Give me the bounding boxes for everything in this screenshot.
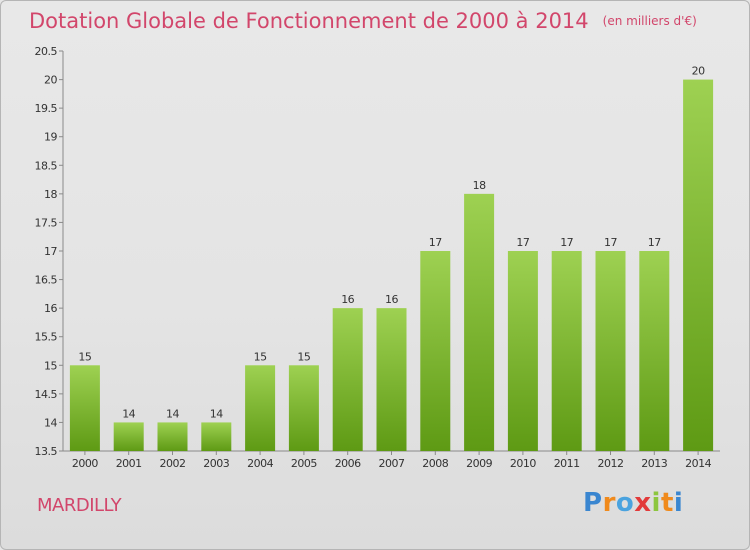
- bar-2008: [420, 251, 451, 451]
- bar-2006: [332, 308, 363, 451]
- x-tick-label: 2014: [685, 457, 711, 470]
- bar-2013: [639, 251, 670, 451]
- y-tick-label: 17: [44, 245, 57, 258]
- bar-value-label: 15: [254, 350, 267, 363]
- x-tick-label: 2002: [160, 457, 186, 470]
- chart-title-text: Dotation Globale de Fonctionnement de 20…: [29, 9, 589, 33]
- bar-2003: [201, 422, 232, 451]
- bar-value-label: 17: [604, 236, 617, 249]
- x-tick-label: 2007: [379, 457, 405, 470]
- bar-value-label: 16: [385, 293, 398, 306]
- x-tick-label: 2004: [247, 457, 273, 470]
- bar-2012: [595, 251, 626, 451]
- y-tick-label: 20.5: [35, 45, 58, 58]
- bar-2010: [507, 251, 538, 451]
- x-tick-label: 2011: [554, 457, 580, 470]
- y-tick-label: 19: [44, 131, 57, 144]
- x-tick-label: 2012: [598, 457, 624, 470]
- y-tick-label: 14: [44, 416, 57, 429]
- y-tick-label: 14.5: [35, 388, 58, 401]
- bar-2001: [113, 422, 144, 451]
- bar-2009: [464, 193, 495, 451]
- bar-2002: [157, 422, 188, 451]
- x-tick-label: 2000: [72, 457, 98, 470]
- bar-value-label: 17: [648, 236, 661, 249]
- bar-value-label: 14: [166, 407, 179, 420]
- bar-value-label: 20: [692, 65, 705, 78]
- bar-value-label: 17: [429, 236, 442, 249]
- bar-2011: [551, 251, 582, 451]
- x-tick-label: 2005: [291, 457, 317, 470]
- bar-value-label: 17: [516, 236, 529, 249]
- bar-value-label: 15: [297, 350, 310, 363]
- x-tick-label: 2008: [422, 457, 448, 470]
- y-tick-label: 19.5: [35, 102, 58, 115]
- bar-2007: [376, 308, 407, 451]
- x-tick-label: 2013: [641, 457, 667, 470]
- y-tick-label: 15.5: [35, 331, 58, 344]
- commune-name: MARDILLY: [37, 495, 122, 516]
- y-tick-label: 17.5: [35, 216, 58, 229]
- y-tick-label: 16.5: [35, 274, 58, 287]
- y-tick-label: 18.5: [35, 159, 58, 172]
- proxiti-logo: Proxiti: [583, 488, 684, 518]
- y-tick-label: 16: [44, 302, 57, 315]
- x-tick-label: 2001: [116, 457, 142, 470]
- bar-value-label: 14: [210, 407, 223, 420]
- bar-value-label: 18: [473, 179, 486, 192]
- y-tick-label: 15: [44, 359, 57, 372]
- y-tick-label: 13.5: [35, 445, 58, 458]
- bar-2005: [288, 365, 319, 451]
- x-tick-label: 2010: [510, 457, 536, 470]
- bar-value-label: 14: [122, 407, 135, 420]
- bar-value-label: 16: [341, 293, 354, 306]
- chart-title: Dotation Globale de Fonctionnement de 20…: [29, 9, 697, 33]
- bar-value-label: 17: [560, 236, 573, 249]
- y-tick-label: 18: [44, 188, 57, 201]
- x-tick-label: 2009: [466, 457, 492, 470]
- bar-value-label: 15: [78, 350, 91, 363]
- chart-subtitle: (en milliers d'€): [602, 14, 697, 28]
- bar-2014: [683, 79, 714, 452]
- bar-2000: [69, 365, 100, 451]
- x-tick-label: 2006: [335, 457, 361, 470]
- y-tick-label: 20: [44, 74, 57, 87]
- bar-2004: [245, 365, 276, 451]
- x-tick-label: 2003: [203, 457, 229, 470]
